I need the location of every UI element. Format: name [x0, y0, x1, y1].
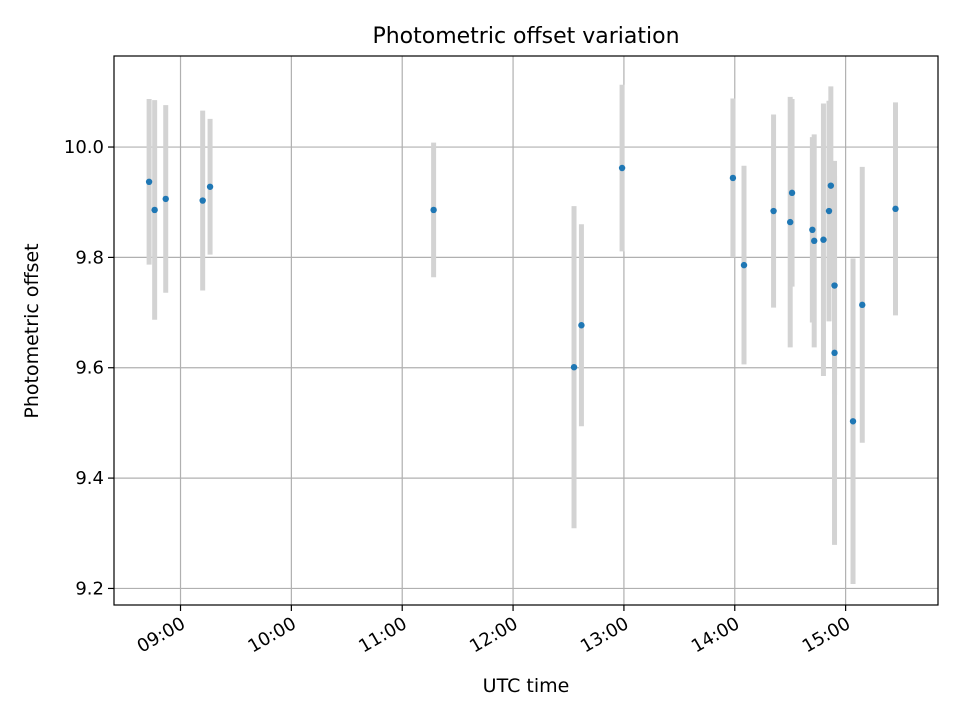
data-point — [809, 226, 816, 234]
y-tick-label: 9.4 — [75, 468, 104, 489]
data-point — [740, 261, 748, 269]
data-point — [825, 207, 833, 215]
data-point — [151, 206, 158, 214]
x-axis-label: UTC time — [483, 675, 570, 697]
data-point — [827, 182, 835, 189]
data-point — [859, 301, 866, 309]
data-point — [206, 183, 214, 190]
y-tick-label: 10.0 — [64, 137, 104, 158]
data-point — [199, 197, 206, 204]
data-point — [831, 282, 838, 289]
y-tick-label: 9.2 — [75, 578, 104, 599]
data-point — [892, 205, 899, 213]
data-point — [786, 218, 794, 226]
data-point — [811, 237, 818, 245]
data-point — [820, 236, 827, 243]
y-axis-label: Photometric offset — [21, 243, 43, 418]
data-point — [788, 189, 796, 197]
chart-title: Photometric offset variation — [372, 24, 679, 49]
data-point — [849, 418, 857, 425]
data-points — [145, 164, 899, 425]
data-point — [570, 363, 578, 371]
data-point — [770, 207, 777, 215]
data-point — [618, 164, 626, 172]
data-point — [162, 195, 169, 203]
data-point — [831, 349, 838, 357]
data-point — [430, 206, 437, 214]
y-tick-label: 9.6 — [75, 358, 104, 379]
y-tick-label: 9.8 — [75, 247, 104, 268]
data-point — [145, 178, 153, 186]
y-axis-ticks: 9.2 9.4 9.6 9.8 10.0 — [64, 137, 114, 599]
data-point — [578, 322, 585, 329]
data-point — [729, 174, 737, 182]
plot-area-frame — [113, 55, 939, 606]
